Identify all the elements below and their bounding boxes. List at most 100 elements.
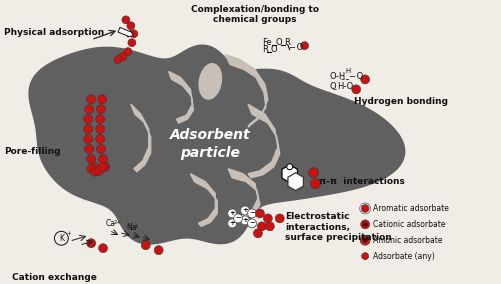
Circle shape [96, 115, 104, 124]
Text: Adsorbent
particle: Adsorbent particle [170, 128, 250, 160]
Circle shape [362, 238, 367, 243]
Polygon shape [29, 45, 404, 244]
Text: Hydrogen bonding: Hydrogen bonding [354, 97, 447, 106]
Circle shape [286, 164, 292, 170]
Circle shape [263, 214, 272, 223]
Text: −: − [234, 215, 240, 222]
Text: Ca: Ca [106, 219, 116, 228]
Circle shape [154, 246, 163, 255]
Circle shape [98, 244, 107, 253]
Polygon shape [225, 55, 268, 127]
Circle shape [362, 222, 367, 227]
Circle shape [84, 125, 93, 133]
Text: Pore-filling: Pore-filling [4, 147, 60, 156]
Text: Aromatic adsorbate: Aromatic adsorbate [372, 204, 448, 213]
Text: Na: Na [126, 223, 136, 232]
Circle shape [90, 162, 98, 171]
Circle shape [91, 167, 99, 176]
Text: Complexation/bonding to
chemical groups: Complexation/bonding to chemical groups [190, 5, 318, 24]
Circle shape [141, 241, 150, 250]
Circle shape [127, 22, 135, 30]
Circle shape [233, 214, 242, 223]
Circle shape [240, 216, 249, 225]
Text: O-H: O-H [329, 72, 345, 82]
Circle shape [360, 220, 369, 229]
Text: 2+: 2+ [114, 220, 122, 225]
Circle shape [100, 162, 109, 171]
Circle shape [275, 214, 284, 223]
Text: +: + [241, 207, 247, 214]
Circle shape [96, 105, 105, 114]
Text: ─ O: ─ O [349, 72, 363, 82]
Ellipse shape [199, 64, 221, 99]
Circle shape [85, 105, 94, 114]
Text: Fe: Fe [262, 38, 271, 47]
Polygon shape [228, 169, 260, 219]
Circle shape [96, 145, 105, 153]
Circle shape [359, 203, 370, 214]
Circle shape [351, 85, 360, 94]
Circle shape [310, 179, 320, 189]
Circle shape [85, 145, 94, 153]
Text: O: O [329, 82, 335, 91]
Circle shape [122, 16, 130, 24]
Text: +: + [229, 210, 234, 216]
Text: +: + [66, 231, 71, 236]
Text: H-O: H-O [337, 82, 353, 91]
Circle shape [98, 154, 107, 163]
Text: Cationic adsorbate: Cationic adsorbate [372, 220, 445, 229]
Text: Adsorbate (any): Adsorbate (any) [372, 252, 434, 261]
Circle shape [95, 166, 103, 175]
Circle shape [257, 222, 266, 231]
Text: ─ O: ─ O [288, 43, 303, 52]
Circle shape [361, 253, 368, 260]
Circle shape [360, 75, 369, 84]
Polygon shape [247, 104, 279, 178]
Polygon shape [131, 104, 150, 172]
Text: +: + [241, 217, 247, 224]
Circle shape [87, 164, 96, 173]
Circle shape [87, 95, 96, 104]
Circle shape [361, 204, 368, 212]
Circle shape [265, 222, 274, 231]
Circle shape [227, 209, 236, 218]
Polygon shape [168, 72, 193, 123]
Text: R: R [262, 45, 267, 54]
Text: −: − [248, 220, 255, 226]
Circle shape [84, 135, 93, 143]
Circle shape [255, 209, 264, 218]
Text: Cation exchange: Cation exchange [12, 273, 96, 282]
Text: π-π  interactions: π-π interactions [319, 177, 405, 186]
Circle shape [308, 168, 318, 178]
Text: Physical adsorption: Physical adsorption [4, 28, 104, 37]
Circle shape [97, 95, 106, 104]
Text: Electrostatic
interactions,
surface precipitation: Electrostatic interactions, surface prec… [284, 212, 391, 242]
Circle shape [247, 219, 256, 228]
Text: K: K [59, 234, 64, 243]
Text: +: + [134, 224, 138, 229]
Circle shape [87, 239, 96, 248]
Circle shape [87, 154, 96, 163]
Circle shape [114, 56, 122, 64]
Circle shape [124, 48, 132, 56]
Text: O: O [271, 45, 277, 54]
Circle shape [96, 135, 104, 143]
Circle shape [300, 42, 308, 50]
Text: R: R [283, 38, 289, 47]
Circle shape [253, 229, 262, 238]
Circle shape [240, 206, 249, 215]
Text: O: O [275, 38, 282, 47]
Circle shape [119, 53, 127, 60]
Circle shape [227, 219, 236, 228]
Text: −: − [248, 210, 255, 216]
Polygon shape [282, 165, 297, 183]
Text: H: H [345, 68, 350, 74]
Circle shape [96, 125, 104, 133]
Polygon shape [288, 173, 303, 191]
Circle shape [247, 209, 256, 218]
Text: +: + [229, 220, 234, 226]
Circle shape [128, 39, 136, 47]
Text: Anionic adsorbate: Anionic adsorbate [372, 236, 442, 245]
Circle shape [98, 162, 107, 171]
Polygon shape [190, 174, 217, 226]
